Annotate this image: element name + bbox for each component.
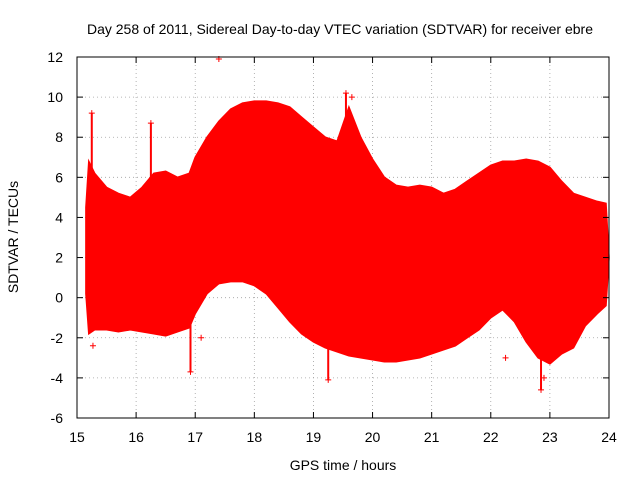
x-tick-label: 18 (247, 429, 263, 445)
y-tick-label: 0 (55, 290, 63, 306)
y-tick-label: 2 (55, 250, 63, 266)
y-tick-label: 6 (55, 169, 63, 185)
data-series (85, 56, 610, 393)
x-tick-label: 15 (69, 429, 85, 445)
x-tick-label: 24 (601, 429, 617, 445)
x-tick-label: 16 (128, 429, 144, 445)
x-tick-label: 22 (483, 429, 499, 445)
y-tick-label: -4 (51, 370, 64, 386)
y-tick-label: 10 (47, 89, 63, 105)
x-tick-label: 19 (306, 429, 322, 445)
outlier-point (603, 244, 610, 251)
outlier-point (348, 94, 355, 101)
x-tick-label: 20 (365, 429, 381, 445)
outlier-point (540, 374, 547, 381)
y-axis-label: SDTVAR / TECUs (5, 181, 21, 293)
outlier-point (89, 342, 96, 349)
outlier-point (351, 350, 358, 357)
outlier-point (502, 354, 509, 361)
y-tick-label: -2 (51, 330, 64, 346)
outlier-point (198, 334, 205, 341)
x-axis-label: GPS time / hours (290, 457, 397, 473)
y-tick-label: -6 (51, 410, 64, 426)
outlier-point (325, 376, 332, 383)
y-tick-label: 8 (55, 129, 63, 145)
outlier-point (88, 110, 95, 117)
outlier-point (342, 90, 349, 97)
outlier-point (538, 386, 545, 393)
series-area-sdtvar (85, 100, 610, 365)
y-tick-label: 12 (47, 49, 63, 65)
chart-title: Day 258 of 2011, Sidereal Day-to-day VTE… (87, 21, 593, 37)
x-tick-label: 23 (542, 429, 558, 445)
x-tick-label: 21 (424, 429, 440, 445)
plot-frame (76, 56, 610, 419)
x-tick-label: 17 (187, 429, 203, 445)
outlier-point (187, 368, 194, 375)
y-tick-label: 4 (55, 209, 63, 225)
outlier-point (147, 120, 154, 127)
